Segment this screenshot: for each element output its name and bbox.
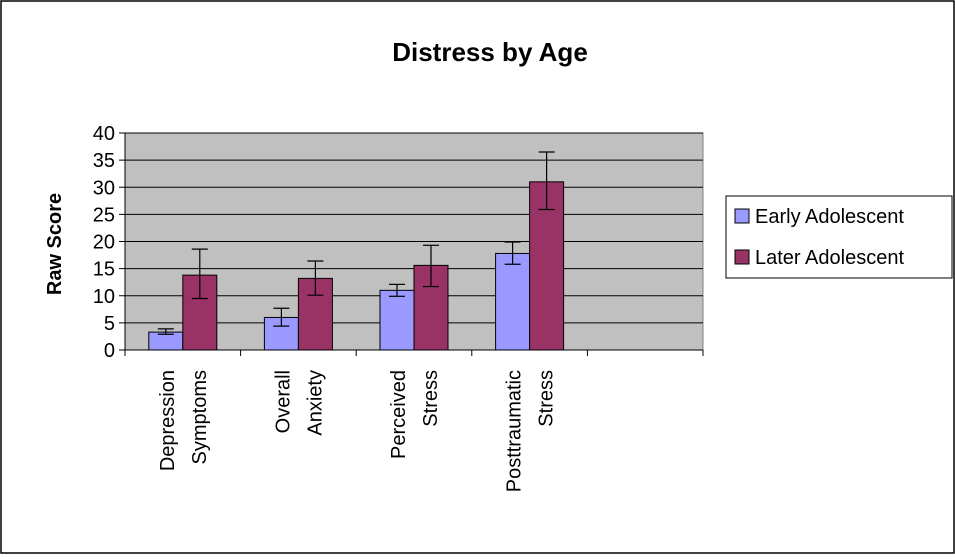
y-tick-label: 20 xyxy=(93,232,115,254)
x-tick-label: Anxiety xyxy=(304,370,326,436)
x-tick-label: Overall xyxy=(272,370,294,433)
y-tick-label: 25 xyxy=(93,204,115,226)
x-tick-label: Stress xyxy=(536,370,558,427)
legend-label: Later Adolescent xyxy=(755,247,904,269)
bar xyxy=(379,289,415,351)
y-axis-label: Raw Score xyxy=(44,193,66,295)
legend-label: Early Adolescent xyxy=(755,206,904,228)
y-tick-label: 30 xyxy=(93,177,115,199)
legend-box xyxy=(725,195,953,279)
y-tick-label: 35 xyxy=(93,150,115,172)
chart-title: Distress by Age xyxy=(392,37,588,67)
plot-area: 0 5 10 15 20 25 30 35 40 Depression Symptoms Overal… xyxy=(93,123,704,492)
legend-swatch xyxy=(734,208,750,224)
bar xyxy=(182,274,218,351)
y-tick-label: 0 xyxy=(104,340,115,362)
x-tick-label: Symptoms xyxy=(189,370,211,464)
x-tick-label: Depression xyxy=(157,370,179,471)
y-tick-label: 5 xyxy=(104,313,115,335)
x-tick-label: Stress xyxy=(420,370,442,427)
y-tick-label: 15 xyxy=(93,259,115,281)
legend-swatch xyxy=(734,249,750,265)
legend: Early Adolescent Later Adolescent xyxy=(725,195,953,279)
y-tick-label: 10 xyxy=(93,286,115,308)
bar xyxy=(495,252,531,351)
x-tick-label: Perceived xyxy=(388,370,410,459)
x-tick-label: Posttraumatic xyxy=(504,370,526,492)
y-tick-label: 40 xyxy=(93,123,115,145)
